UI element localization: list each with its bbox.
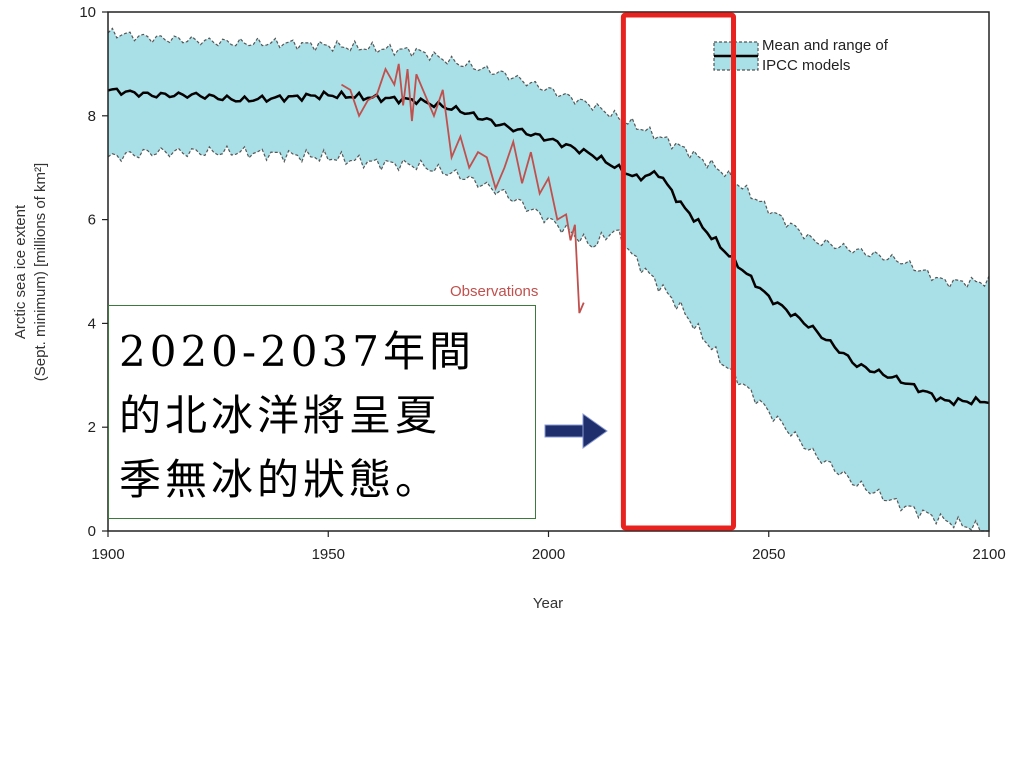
y-axis-title-line1: Arctic sea ice extent [12, 204, 29, 339]
x-tick-label: 2100 [972, 546, 1005, 563]
y-tick-label: 0 [88, 523, 96, 540]
model-range-upper [107, 27, 990, 289]
annotation-textbox: 2020-2037年間 的北冰洋將呈夏 季無冰的狀態。 [108, 305, 536, 519]
arrow-icon [544, 413, 608, 449]
model-range-lower [107, 144, 989, 532]
highlight-period-box [620, 12, 737, 531]
y-tick-label: 10 [79, 4, 96, 21]
model-range-band [108, 28, 989, 531]
legend-label-line2: IPCC models [762, 57, 850, 74]
y-tick-label: 4 [88, 315, 96, 332]
x-axis-title: Year [533, 595, 563, 612]
annotation-line-3: 季無冰的狀態。 [119, 455, 442, 504]
y-axis-title: Arctic sea ice extent (Sept. minimum) [m… [12, 163, 49, 381]
y-tick-label: 6 [88, 212, 96, 229]
y-tick-label: 2 [88, 419, 96, 436]
legend-label-line1: Mean and range of [762, 37, 889, 54]
plot-layer [107, 27, 990, 532]
annotation-line-1: 2020-2037年間 [119, 327, 475, 376]
observations-label: Observations [450, 283, 538, 300]
x-tick-label: 2050 [752, 546, 785, 563]
model-mean-line [107, 87, 990, 407]
y-tick-label: 8 [88, 108, 96, 125]
x-tick-label: 2000 [532, 546, 565, 563]
axis-ticks: 1900 1950 2000 2050 2100 0 2 4 6 8 10 [79, 4, 1005, 563]
y-axis-title-line2: (Sept. minimum) [millions of km²] [32, 163, 49, 381]
x-tick-label: 1950 [312, 546, 345, 563]
chart-legend: Mean and range of IPCC models [713, 37, 889, 74]
x-tick-label: 1900 [91, 546, 124, 563]
annotation-line-2: 的北冰洋將呈夏 [119, 391, 442, 440]
observations-line [341, 63, 585, 314]
